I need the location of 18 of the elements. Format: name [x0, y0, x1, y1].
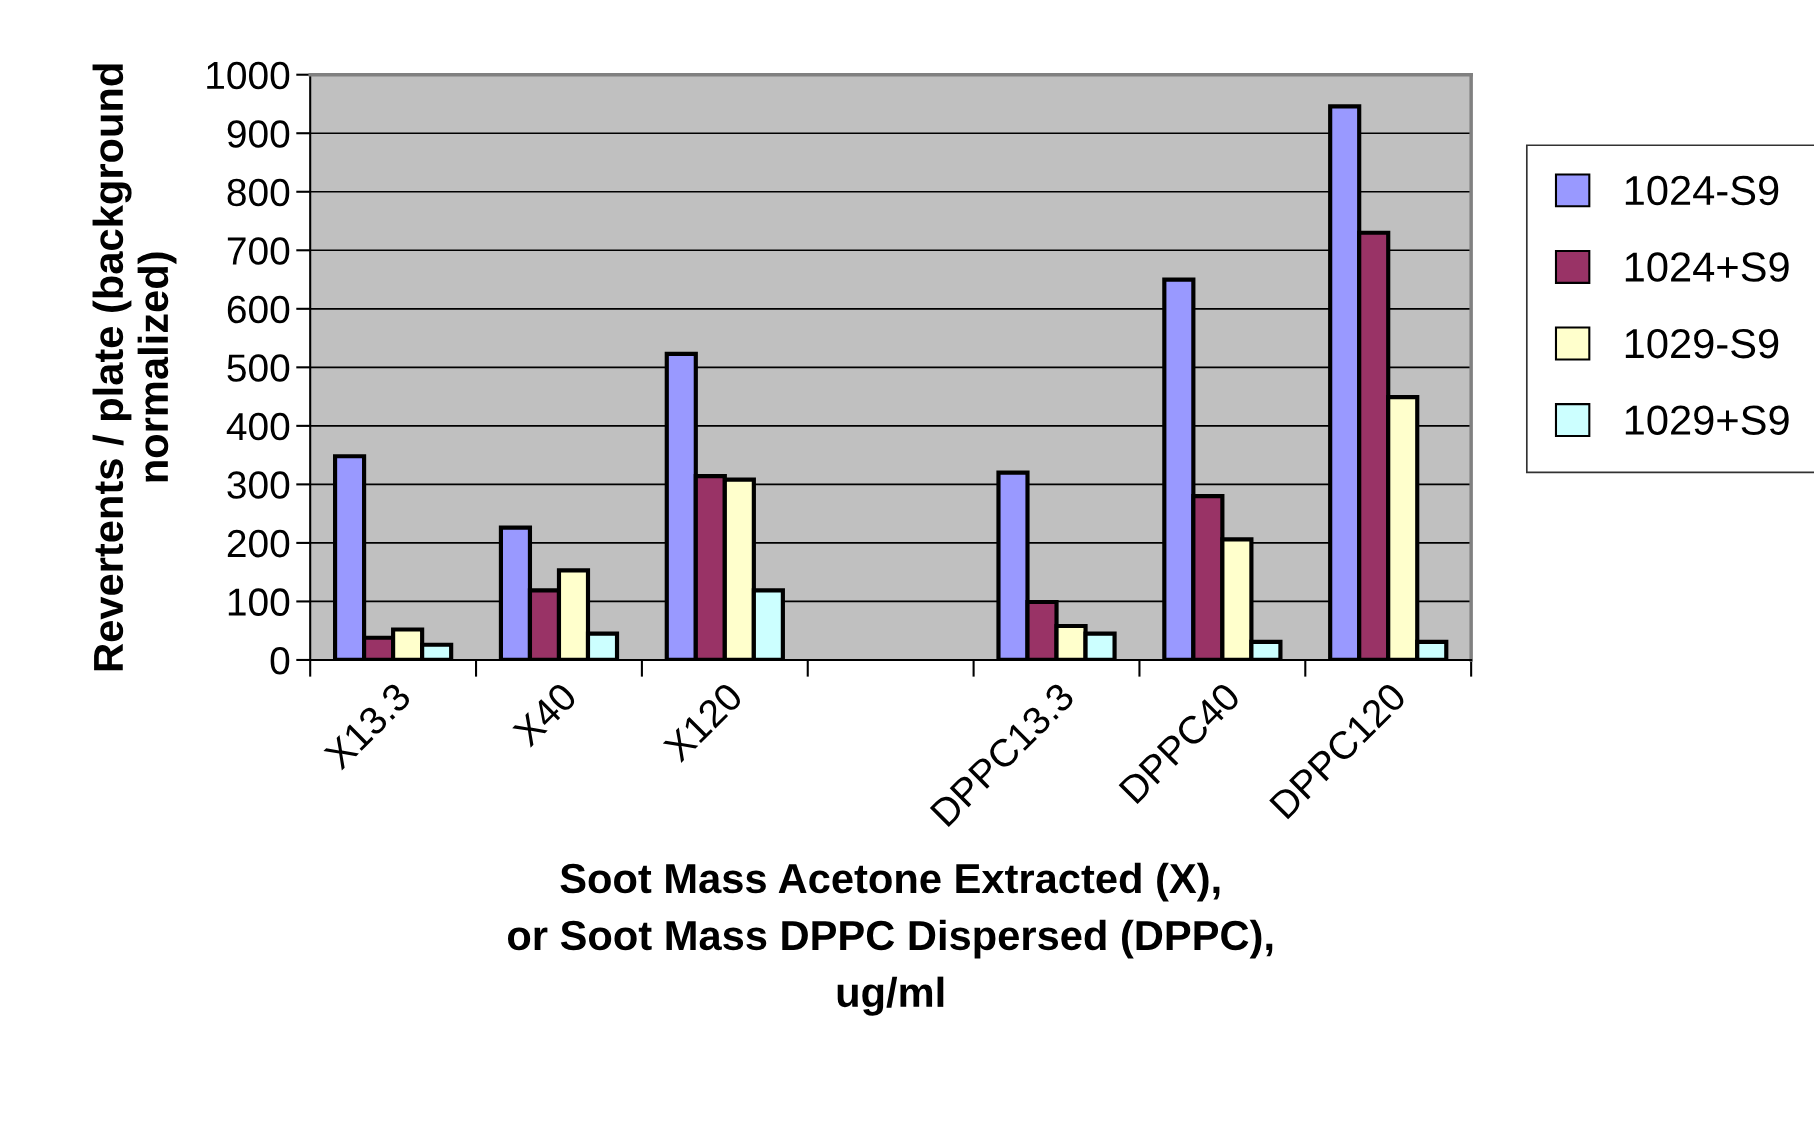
legend-label: 1024-S9 [1625, 175, 1779, 206]
y-tick-label: 800 [227, 178, 290, 207]
y-tick-label: 700 [227, 237, 290, 265]
x-axis-title: Soot Mass Acetone Extracted (X), or Soot Mass DPPC Dispersed (DPPC), ug/ml [507, 862, 1273, 1016]
y-tick-label: 0 [270, 646, 290, 675]
legend-label: 1029-S9 [1625, 328, 1779, 359]
y-tick-label: 200 [227, 529, 290, 558]
legend-label: 1029+S9 [1625, 405, 1789, 435]
y-tick-label: 400 [226, 412, 290, 441]
y-tick-label: 1000 [207, 61, 290, 90]
y-tick-label: 900 [227, 120, 290, 148]
y-tick-label: 100 [228, 588, 290, 616]
y-tick-label: 500 [227, 354, 290, 382]
y-axis-title: Revertents / plate (background normalized) [92, 64, 177, 671]
x-tick-label: X40 [511, 681, 579, 748]
legend-label: 1024+S9 [1625, 252, 1789, 282]
y-tick-label: 300 [227, 471, 290, 499]
y-tick-label: 600 [227, 295, 290, 324]
